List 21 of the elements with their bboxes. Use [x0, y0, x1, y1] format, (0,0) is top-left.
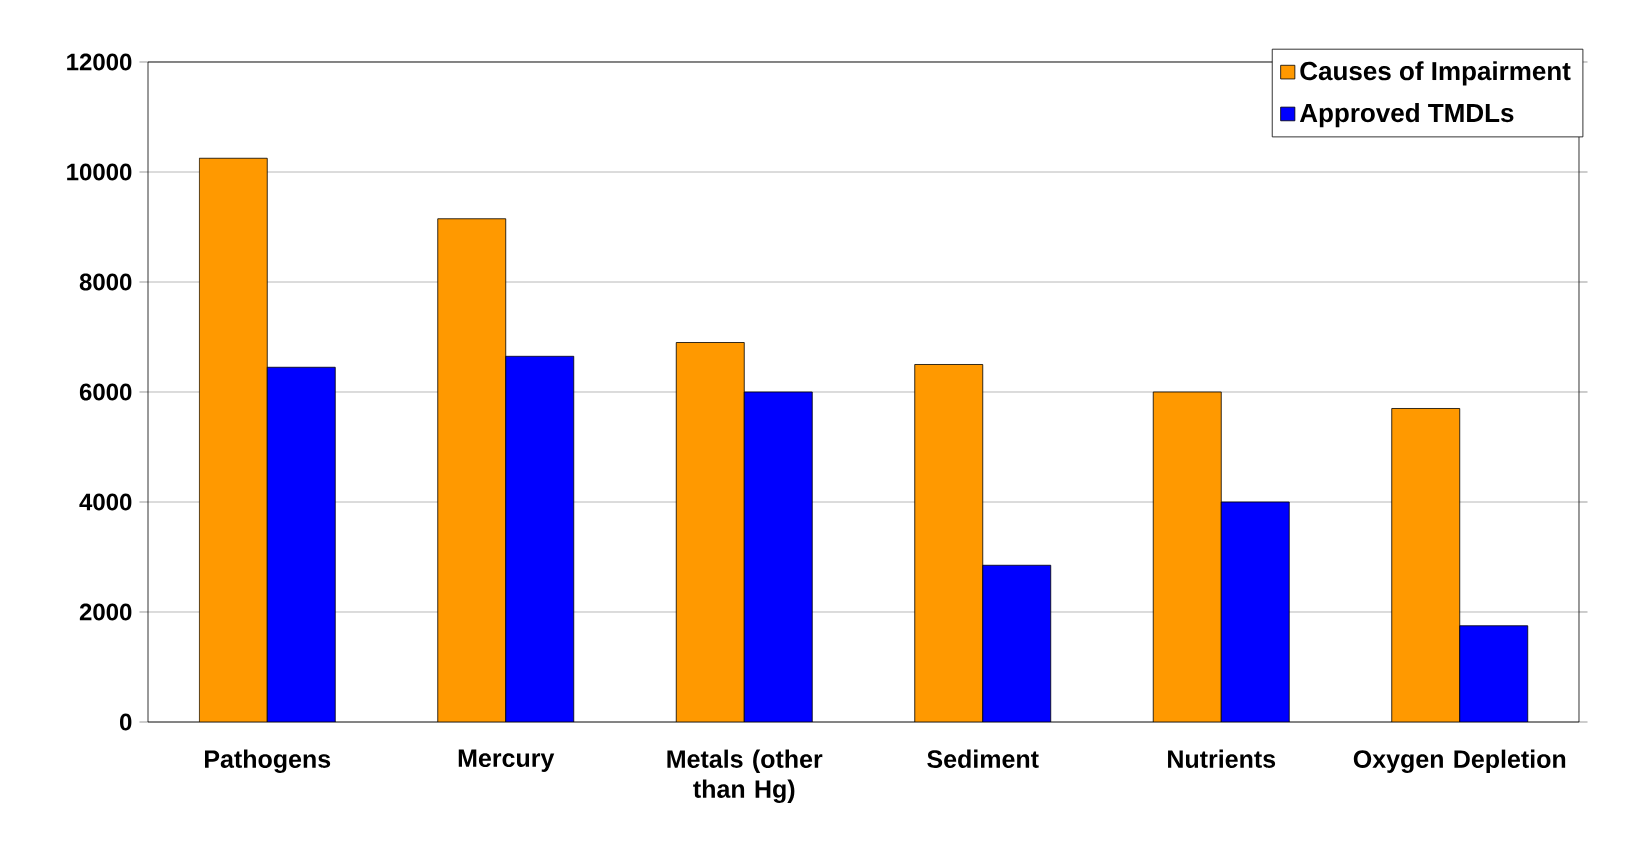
y-tick-label: 10000	[67, 163, 132, 181]
y-tick-label: 12000	[67, 53, 132, 71]
x-tick-label: Mercury	[458, 749, 555, 772]
y-tick-label: 0	[120, 713, 132, 731]
legend-label: Approved TMDLs	[1299, 103, 1514, 128]
y-tick-label: 4000	[79, 493, 132, 511]
bar	[1220, 501, 1290, 722]
bar	[266, 366, 336, 722]
x-tick-label: Oxygen Depletion	[1353, 749, 1566, 774]
y-tick-label: 8000	[79, 273, 132, 291]
bar	[1459, 625, 1529, 722]
y-tick-label: 2000	[79, 603, 132, 621]
x-tick-label: Nutrients	[1168, 749, 1276, 768]
x-tick-label: Sediment	[927, 749, 1039, 768]
x-tick-label: Pathogens	[205, 749, 331, 774]
bar	[743, 391, 813, 722]
bar	[505, 355, 575, 722]
legend-label: Causes of Impairment	[1300, 61, 1571, 86]
bar	[982, 564, 1052, 722]
y-tick-label: 6000	[79, 383, 132, 401]
x-tick-label: Metals (other than Hg)	[667, 749, 823, 804]
